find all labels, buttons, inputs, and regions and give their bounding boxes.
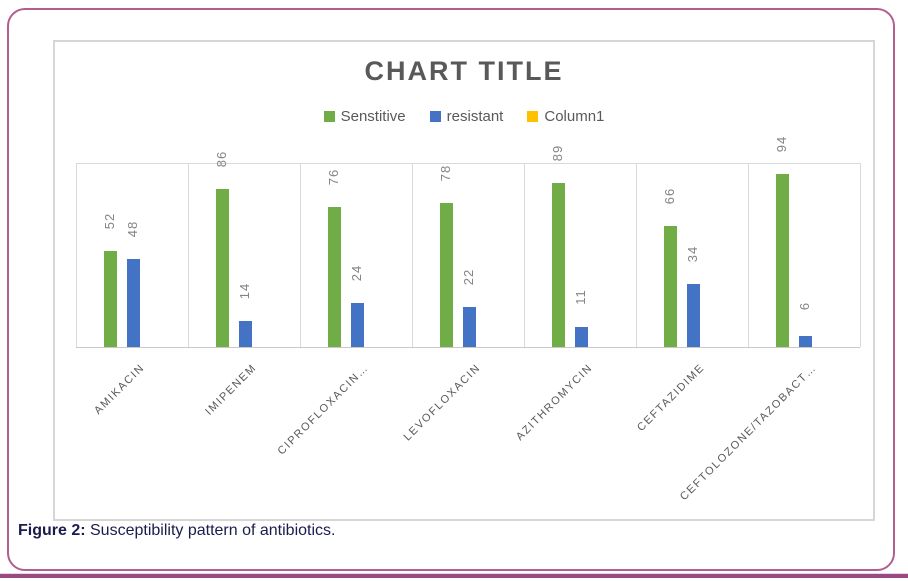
chart-title: CHART TITLE: [364, 56, 564, 86]
bar-value-label: 22: [461, 268, 476, 286]
category-label: CEFTAZIDIME: [634, 361, 708, 434]
gridline: [412, 163, 413, 347]
figure-caption: Figure 2: Susceptibility pattern of anti…: [18, 522, 335, 540]
bar-senstitive-5: [664, 226, 677, 347]
bar-value-label: 6: [797, 301, 812, 311]
x-axis-line: [76, 347, 860, 348]
bar-senstitive-4: [552, 183, 565, 347]
legend-swatch-icon: [429, 110, 441, 122]
gridline: [636, 163, 637, 347]
bar-resistant-3: [463, 307, 476, 347]
gridline: [76, 163, 860, 164]
bar-value-label: 86: [214, 150, 229, 168]
legend-label: Column1: [544, 107, 605, 125]
figure-frame: CHART TITLE Senstitive resistant Column1 5…: [7, 8, 895, 571]
bar-resistant-2: [351, 303, 364, 347]
gridline: [300, 163, 301, 347]
bar-senstitive-3: [440, 203, 453, 347]
bar-value-label: 48: [125, 220, 140, 238]
gridline: [748, 163, 749, 347]
category-label: AMIKACIN: [92, 361, 148, 417]
bar-resistant-1: [239, 321, 252, 347]
caption-label: Figure 2:: [18, 522, 86, 539]
bar-senstitive-1: [216, 189, 229, 347]
category-label: CEFTOLOZONE/TAZOBACT…: [677, 361, 820, 504]
legend-label: Senstitive: [340, 107, 406, 125]
gridline: [860, 163, 861, 347]
bar-value-label: 34: [685, 245, 700, 263]
gridline: [524, 163, 525, 347]
bar-value-label: 24: [349, 264, 364, 282]
legend-item: Senstitive: [323, 107, 406, 125]
bar-value-label: 76: [326, 168, 341, 186]
bar-resistant-5: [687, 284, 700, 347]
chart-legend: Senstitive resistant Column1: [55, 106, 873, 126]
bar-resistant-6: [799, 336, 812, 347]
plot-area: 52 86 76 78 89 66 94 48 14 24 22 11 34 6 AMIKACIN IMIPE…: [55, 42, 873, 519]
chart-canvas: CHART TITLE Senstitive resistant Column1 5…: [53, 40, 875, 521]
bar-senstitive-2: [328, 207, 341, 347]
bar-value-label: 11: [573, 289, 588, 305]
bar-value-label: 52: [102, 212, 117, 230]
bar-senstitive-6: [776, 174, 789, 347]
bar-value-label: 94: [774, 135, 789, 153]
bar-value-label: 66: [662, 187, 677, 205]
gridline: [188, 163, 189, 347]
category-label: AZITHROMYCIN: [513, 361, 596, 443]
category-label: CIPROFLOXACIN…: [275, 361, 372, 458]
bar-value-label: 14: [237, 282, 252, 300]
gridline: [76, 163, 77, 347]
legend-swatch-icon: [323, 110, 335, 122]
legend-label: resistant: [446, 107, 504, 125]
caption-text: Susceptibility pattern of antibiotics.: [85, 522, 336, 539]
bar-resistant-0: [127, 259, 140, 347]
bar-senstitive-0: [104, 251, 117, 347]
legend-swatch-icon: [527, 110, 539, 122]
legend-item: Column1: [527, 108, 604, 125]
category-label: LEVOFLOXACIN: [401, 361, 484, 444]
bar-resistant-4: [575, 327, 588, 347]
next-figure-top-edge: [0, 573, 908, 578]
bar-value-label: 78: [438, 164, 453, 182]
category-label: IMIPENEM: [203, 361, 260, 418]
legend-item: resistant: [429, 107, 504, 125]
bar-value-label: 89: [550, 144, 565, 162]
